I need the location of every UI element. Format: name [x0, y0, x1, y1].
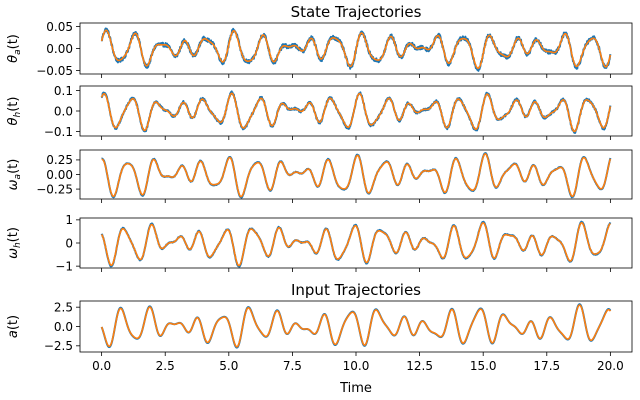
x-axis-label: Time	[339, 381, 372, 396]
y-tick-label: 0	[65, 236, 73, 250]
subplot-5: Input Trajectories 2.5 0.0 −2.5 0.0 2.5 5.0 7.5…	[6, 281, 633, 396]
subplot-title: State Trajectories	[291, 3, 422, 21]
y-tick-label: 0.00	[46, 42, 73, 56]
y-tick-label: 2.5	[54, 300, 73, 314]
y-tick-label: −1	[55, 259, 73, 273]
plot-frame	[79, 85, 633, 137]
x-tick-label: 17.5	[533, 359, 560, 373]
y-tick-label: −0.05	[36, 64, 73, 78]
subplot-4: 1 0 −1 ωh(t)	[6, 213, 633, 273]
subplot-1: State Trajectories 0.05 0.00 −0.05 θa(t)	[6, 3, 633, 78]
x-tick-label: 2.5	[156, 359, 175, 373]
y-tick-label: 0.00	[46, 168, 73, 182]
y-tick-label: 0.1	[54, 84, 73, 98]
y-tick-label: 0.25	[46, 153, 73, 167]
x-tick-label: 12.5	[406, 359, 433, 373]
y-axis-label: θa(t)	[6, 34, 23, 63]
y-axis-label: ωh(t)	[6, 227, 23, 259]
series-line-2	[100, 221, 611, 267]
series-line-2	[100, 92, 612, 133]
x-tick-label: 5.0	[219, 359, 238, 373]
series-line-1	[100, 220, 612, 268]
subplot-title: Input Trajectories	[291, 281, 421, 299]
y-axis-label: θh(t)	[6, 97, 23, 126]
x-tick-label: 15.0	[470, 359, 497, 373]
series-line-2	[101, 153, 612, 198]
subplot-3: 0.250.00−0.25 ωa(t)	[6, 149, 633, 203]
y-tick-label: 0.05	[46, 20, 73, 34]
y-tick-label: 0.0	[54, 320, 73, 334]
x-tick-label: 20.0	[597, 359, 624, 373]
x-tick-label: 0.0	[92, 359, 111, 373]
y-tick-label: 0.0	[54, 104, 73, 118]
series-line-2	[100, 29, 612, 70]
y-tick-label: −0.1	[44, 125, 73, 139]
x-tick-label: 10.0	[343, 359, 370, 373]
series-line-1	[100, 152, 612, 199]
plot-frame	[79, 300, 633, 353]
y-tick-label: −2.5	[44, 339, 73, 353]
y-axis-label: ωa(t)	[6, 159, 23, 191]
series-line-2	[100, 304, 612, 348]
x-tick-label: 7.5	[283, 359, 302, 373]
subplot-2: 0.1 0.0 −0.1 θh(t)	[6, 84, 633, 140]
y-tick-label: 1	[65, 213, 73, 227]
y-tick-label: −0.25	[36, 182, 73, 196]
y-axis-label: a(t)	[6, 315, 21, 338]
